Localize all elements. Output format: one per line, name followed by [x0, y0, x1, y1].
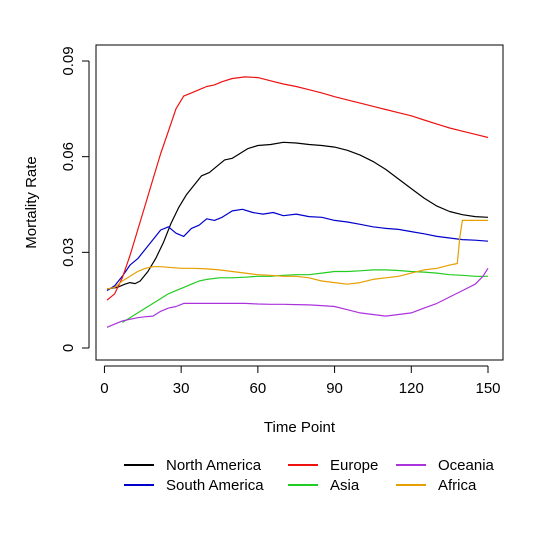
legend: North America South America Europe Asia Ocea… [124, 457, 495, 494]
series-line-oceania [106, 267, 489, 328]
legend-label-europe: Europe [330, 457, 378, 474]
x-tick-label: 60 [250, 380, 267, 397]
plot-area-frame [95, 44, 504, 361]
series-line-europe [106, 76, 489, 301]
x-tick-label: 0 [100, 380, 108, 397]
x-tick-label: 120 [399, 380, 424, 397]
x-tick-label: 30 [173, 380, 190, 397]
y-tick-label: 0.09 [60, 46, 77, 75]
series-line-africa [106, 219, 488, 290]
legend-label-asia: Asia [330, 477, 360, 494]
x-axis: 0 30 60 90 120 150 [100, 365, 501, 397]
legend-label-oceania: Oceania [438, 457, 495, 474]
y-tick-label: 0 [60, 344, 77, 352]
series-layer [106, 76, 489, 328]
y-axis: 0 0.03 0.06 0.09 [60, 46, 90, 352]
y-tick-label: 0.03 [60, 238, 77, 267]
y-tick-label: 0.06 [60, 142, 77, 171]
x-tick-label: 150 [475, 380, 500, 397]
legend-label-south-america: South America [166, 477, 264, 494]
legend-label-north-america: North America [166, 457, 262, 474]
x-tick-label: 90 [326, 380, 343, 397]
x-axis-title: Time Point [264, 419, 336, 436]
legend-label-africa: Africa [438, 477, 477, 494]
y-axis-title: Mortality Rate [23, 156, 40, 249]
series-line-south-america [106, 208, 489, 292]
